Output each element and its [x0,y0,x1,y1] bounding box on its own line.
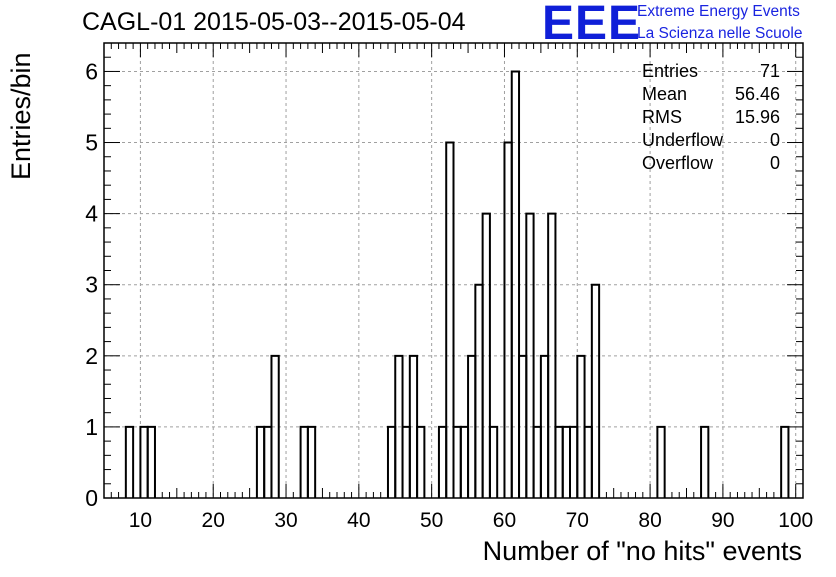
x-tick-label: 40 [347,509,370,532]
histogram-bin [124,425,135,498]
histogram-bin [525,212,535,498]
histogram-bin [459,425,470,498]
y-tick-label: 4 [85,201,98,227]
logo-caption-line2: La Scienza nelle Scuole [637,25,803,42]
chart-title: CAGL-01 2015-05-03--2015-05-04 [82,8,466,36]
stat-value: 71 [759,61,780,81]
tick-labels: 10 20 30 40 50 60 70 80 90 100 0 1 2 3 4 5 6 [85,58,813,532]
stat-value: 56.46 [734,84,780,104]
histogram-bin [532,425,542,498]
stat-value: 0 [769,130,780,150]
y-tick-label: 1 [85,414,98,440]
histogram-bins [124,70,790,498]
histogram-bin [590,283,601,498]
histogram-bin [656,425,666,498]
histogram-bin [700,425,710,498]
histogram-bin [503,141,513,498]
stat-underflow: Underflow 0 [642,129,784,152]
x-tick-label: 30 [274,509,297,532]
histogram-bin [146,425,156,498]
histogram-bin [481,212,491,498]
histogram-bin [139,425,149,498]
y-tick-label: 5 [85,130,98,156]
y-axis-label: Entries/bin [6,52,36,180]
histogram-bin [561,425,571,498]
x-tick-label: 60 [493,509,516,532]
histogram-bin [386,425,397,498]
x-tick-label: 80 [638,509,661,532]
x-tick-label: 10 [129,509,152,532]
stat-label: Entries [642,61,699,81]
histogram-bin [401,425,411,498]
histogram-bin [780,425,790,498]
stat-overflow: Overflow 0 [642,152,784,175]
histogram-bin [255,425,266,498]
stat-label: Overflow [642,153,714,173]
y-tick-label: 3 [85,272,98,298]
x-axis-label: Number of "no hits" events [482,536,802,566]
x-tick-label: 50 [420,509,443,532]
stat-value: 0 [769,153,780,173]
axis-ticks [103,42,804,499]
stat-label: Underflow [642,130,724,150]
y-tick-label: 6 [85,58,98,84]
y-tick-label: 2 [85,343,98,369]
histogram-bin [437,425,448,498]
histogram-bin [554,425,564,498]
stat-mean: Mean 56.46 [642,83,784,106]
histogram-bin [445,141,455,498]
histogram-bin [452,425,462,498]
x-tick-label: 20 [202,509,225,532]
histogram-bin [270,354,280,498]
histogram-bin [510,70,521,498]
x-tick-label: 90 [711,509,734,532]
eee-logo: EEE [542,0,642,50]
logo-caption-line1: Extreme Energy Events [637,3,800,20]
stat-label: Mean [642,84,688,104]
histogram-bin [488,425,499,498]
x-tick-label: 70 [566,509,589,532]
stat-label: RMS [642,107,682,127]
histogram-bin [416,425,426,498]
y-tick-label: 0 [85,485,98,511]
histogram-bin [474,283,484,498]
histogram-bin [583,425,593,498]
histogram-bin [547,212,557,498]
stats-box: Entries 71 Mean 56.46 RMS 15.96 Underflow 0 … [642,60,784,175]
histogram-bin [569,425,579,498]
histogram-bin [299,425,309,498]
stat-value: 15.96 [734,107,780,127]
x-tick-label: 100 [778,509,813,532]
histogram-bin [263,425,273,498]
histogram-bin [306,425,317,498]
stat-entries: Entries 71 [642,60,784,83]
stat-rms: RMS 15.96 [642,106,784,129]
